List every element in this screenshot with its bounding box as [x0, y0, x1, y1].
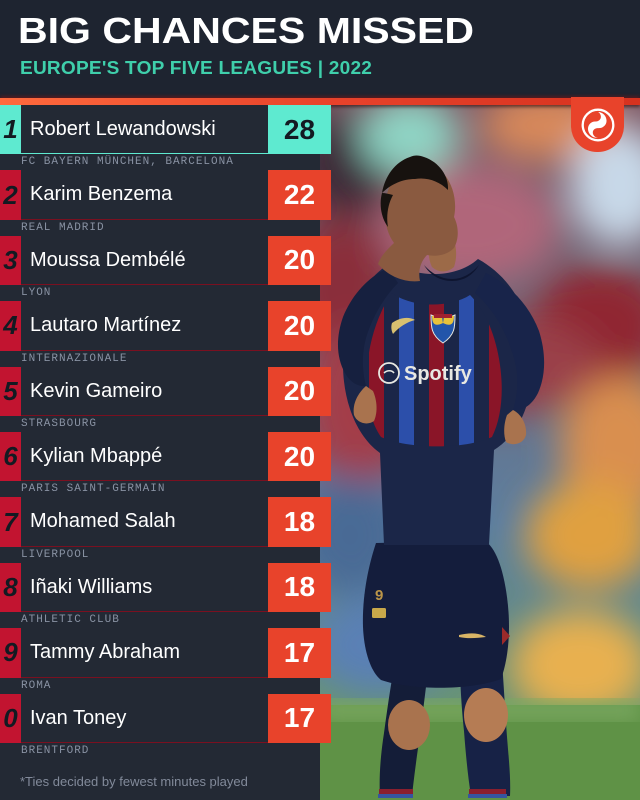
svg-text:9: 9 — [375, 587, 383, 604]
svg-text:Spotify: Spotify — [404, 363, 473, 385]
